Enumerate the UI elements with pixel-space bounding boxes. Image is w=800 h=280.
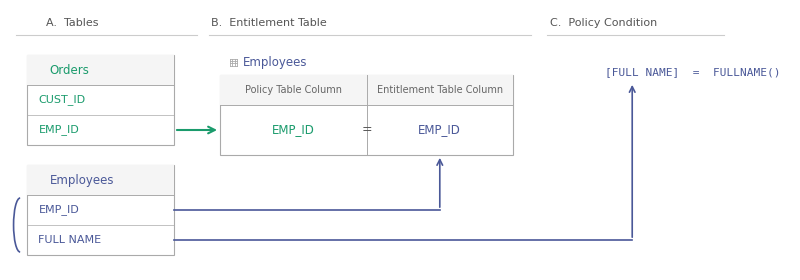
Bar	[220, 75, 513, 105]
Text: Employees: Employees	[50, 174, 114, 186]
Text: [FULL NAME]  =  FULLNAME(): [FULL NAME] = FULLNAME()	[605, 67, 780, 77]
Bar	[27, 55, 174, 145]
Bar	[27, 165, 174, 195]
Bar	[27, 165, 174, 255]
Text: =: =	[361, 123, 372, 137]
Bar	[27, 55, 174, 85]
Text: B.  Entitlement Table: B. Entitlement Table	[210, 18, 326, 28]
Text: C.  Policy Condition: C. Policy Condition	[550, 18, 657, 28]
Text: EMP_ID: EMP_ID	[418, 123, 462, 137]
Text: FULL NAME: FULL NAME	[38, 235, 102, 245]
Text: CUST_ID: CUST_ID	[38, 95, 86, 106]
Bar	[220, 75, 513, 155]
Text: Entitlement Table Column: Entitlement Table Column	[377, 85, 503, 95]
Text: Employees: Employees	[243, 55, 307, 69]
Text: A.  Tables: A. Tables	[46, 18, 98, 28]
Text: EMP_ID: EMP_ID	[38, 205, 79, 215]
Text: Policy Table Column: Policy Table Column	[245, 85, 342, 95]
Text: Orders: Orders	[50, 64, 90, 76]
Text: EMP_ID: EMP_ID	[272, 123, 314, 137]
Text: EMP_ID: EMP_ID	[38, 125, 79, 136]
